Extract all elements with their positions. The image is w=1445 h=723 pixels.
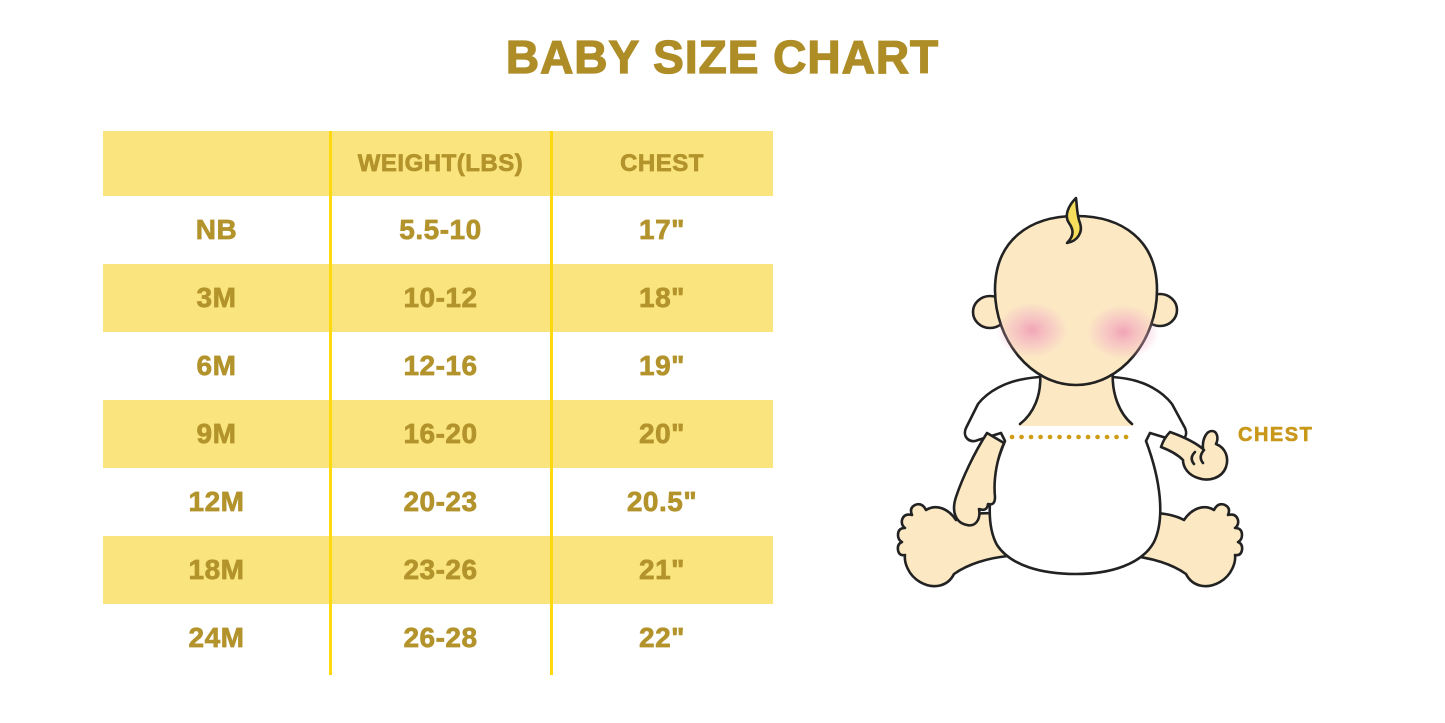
size-chart-table: WEIGHT(LBS) CHEST NB 5.5-10 17" 3M 10-12… <box>103 131 773 675</box>
weight-cell: 23-26 <box>403 554 478 586</box>
weight-cell: 26-28 <box>403 622 478 654</box>
table-header-row: WEIGHT(LBS) CHEST <box>103 131 773 196</box>
weight-cell: 10-12 <box>403 282 478 314</box>
column-header-chest: CHEST <box>620 149 704 177</box>
size-cell: 24M <box>188 622 245 654</box>
size-cell: 18M <box>188 554 245 586</box>
size-cell: 12M <box>188 486 245 518</box>
baby-neck-outline <box>1018 368 1134 426</box>
table-row-nb: NB 5.5-10 17" <box>103 196 773 264</box>
chest-cell: 18" <box>639 282 685 314</box>
size-cell: 6M <box>196 350 237 382</box>
chest-cell: 17" <box>639 214 685 246</box>
column-divider-2 <box>550 131 553 675</box>
size-cell: 9M <box>196 418 237 450</box>
chest-cell: 20" <box>639 418 685 450</box>
weight-cell: 5.5-10 <box>399 214 482 246</box>
size-cell: 3M <box>196 282 237 314</box>
weight-cell: 16-20 <box>403 418 478 450</box>
baby-right-cheek <box>1087 304 1159 360</box>
chest-label: CHEST <box>1238 424 1314 447</box>
table-row-18m: 18M 23-26 21" <box>103 536 773 604</box>
chest-cell: 22" <box>639 622 685 654</box>
table-row-6m: 6M 12-16 19" <box>103 332 773 400</box>
baby-fist-knuckle-lines <box>1190 448 1206 466</box>
column-header-weight: WEIGHT(LBS) <box>357 149 524 177</box>
baby-left-cheek <box>996 302 1068 358</box>
weight-cell: 12-16 <box>403 350 478 382</box>
size-cell: NB <box>195 214 238 246</box>
column-divider-1 <box>329 131 332 675</box>
chest-cell: 19" <box>639 350 685 382</box>
page-title: BABY SIZE CHART <box>505 30 940 83</box>
column-header-size <box>103 131 330 196</box>
table-row-24m: 24M 26-28 22" <box>103 604 773 672</box>
baby-illustration <box>896 196 1244 588</box>
table-row-9m: 9M 16-20 20" <box>103 400 773 468</box>
chest-cell: 21" <box>639 554 685 586</box>
baby-left-arm <box>952 431 1006 527</box>
baby-hair-tuft <box>1065 196 1083 245</box>
baby-head <box>993 214 1159 387</box>
table-row-3m: 3M 10-12 18" <box>103 264 773 332</box>
weight-cell: 20-23 <box>403 486 478 518</box>
table-row-12m: 12M 20-23 20.5" <box>103 468 773 536</box>
baby-neck <box>1018 368 1134 426</box>
chest-cell: 20.5" <box>626 486 698 518</box>
